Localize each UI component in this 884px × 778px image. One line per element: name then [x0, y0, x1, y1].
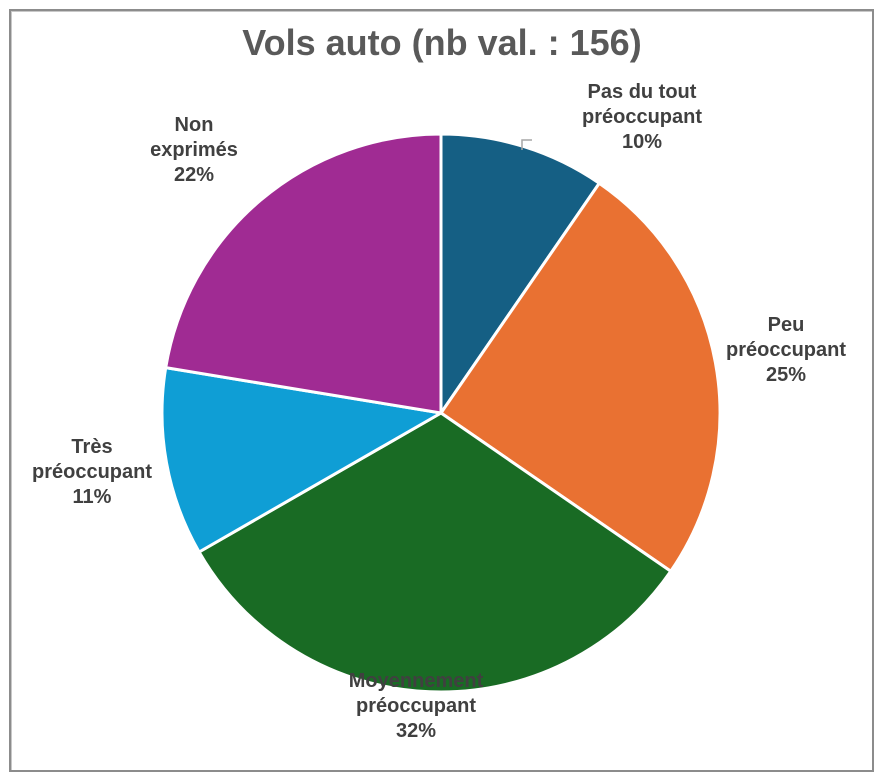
label-text: préoccupant: [725, 339, 847, 361]
label-non-exprimes: Non exprimés 22%: [150, 113, 238, 188]
label-text: exprimés: [150, 139, 238, 161]
leader-line: [521, 139, 532, 150]
label-text: préoccupant: [31, 461, 153, 483]
label-text: Très: [71, 436, 113, 458]
label-pas-du-tout: Pas du tout préoccupant 10%: [582, 80, 702, 155]
label-text: Non: [174, 114, 214, 136]
label-text: Pas du tout: [587, 81, 697, 103]
chart-title: Vols auto (nb val. : 156): [242, 22, 642, 63]
label-text: préoccupant: [581, 106, 703, 128]
label-percent: 25%: [765, 364, 807, 386]
pie-slice-0: [439, 132, 601, 415]
label-moyennement: Moyennement préoccupant 32%: [349, 669, 483, 744]
label-peu: Peu préoccupant 25%: [726, 313, 846, 388]
pie-slice-3: [160, 366, 443, 554]
label-percent: 32%: [395, 720, 437, 742]
label-text: Peu: [767, 314, 805, 336]
pie-slice-1: [439, 181, 722, 573]
pie-slice-2: [197, 411, 673, 694]
label-tres: Très préoccupant 11%: [32, 435, 152, 510]
label-percent: 11%: [72, 486, 112, 508]
label-text: préoccupant: [355, 695, 477, 717]
pie-slice-4: [164, 132, 443, 415]
label-percent: 10%: [621, 131, 663, 153]
label-percent: 22%: [173, 164, 215, 186]
label-text: Moyennement: [348, 670, 484, 692]
